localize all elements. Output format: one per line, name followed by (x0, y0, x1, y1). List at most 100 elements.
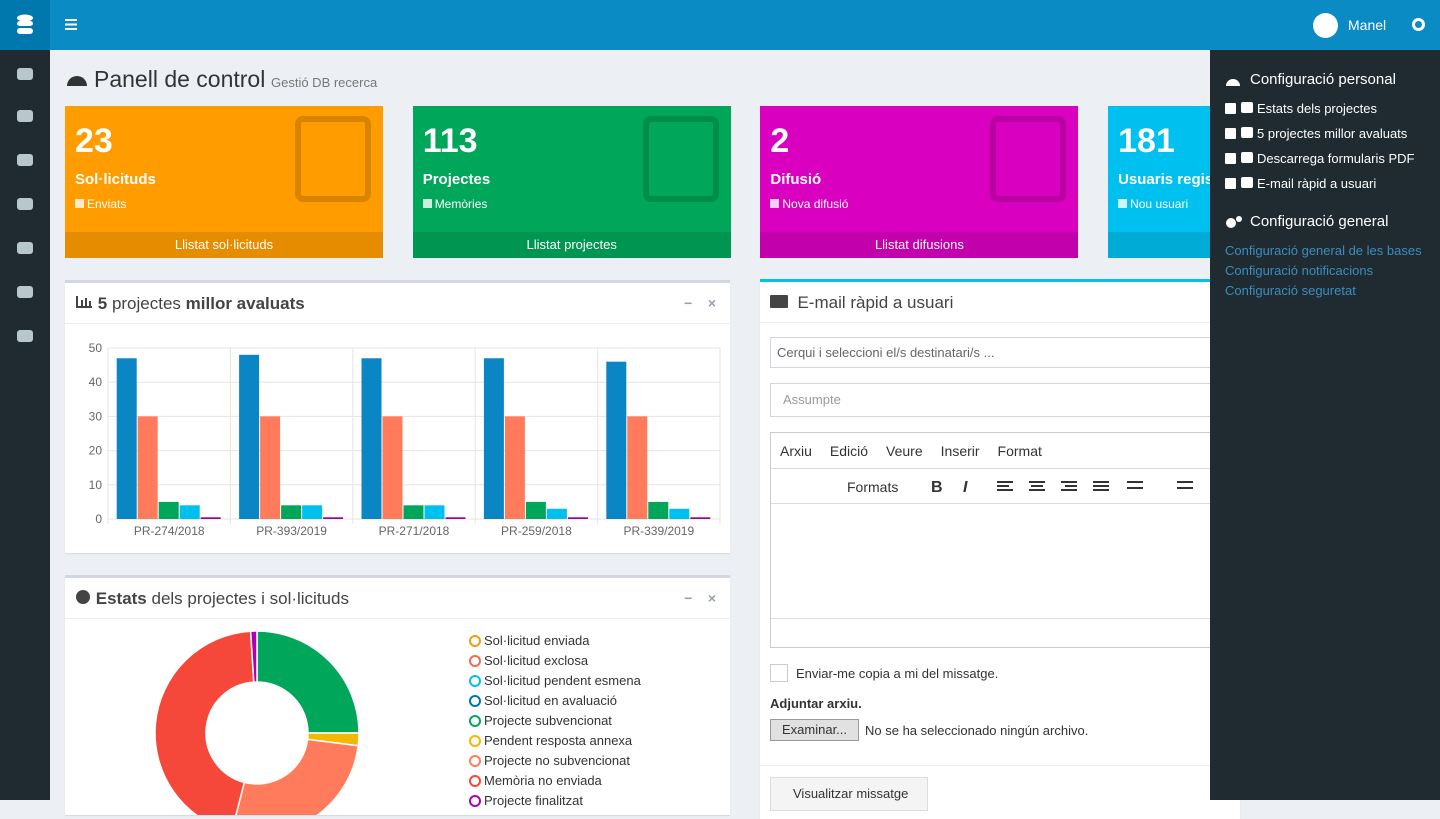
menu-toggle[interactable] (65, 19, 77, 30)
checkbox[interactable] (1225, 178, 1236, 189)
nav-icon[interactable] (17, 110, 33, 122)
subject-input[interactable]: Assumpte (770, 383, 1230, 417)
panel-tools[interactable]: − × (684, 590, 716, 606)
y-tick-label: 30 (89, 409, 103, 423)
setting-label: Estats dels projectes (1257, 101, 1377, 116)
title-part: 5 (97, 294, 108, 313)
x-tick-label: PR-274/2018 (134, 524, 205, 538)
copy-label: Enviar-me copia a mi del missatge. (796, 666, 999, 681)
bar (567, 517, 588, 519)
recipients-input[interactable]: Cerqui i seleccioni el/s destinatari/s .… (770, 337, 1230, 368)
y-tick-label: 20 (89, 444, 103, 458)
stat-subtitle[interactable]: Enviats (74, 197, 127, 211)
nav-icon[interactable] (17, 68, 33, 80)
bar (382, 416, 403, 519)
legend-marker (469, 695, 481, 707)
nav-icon[interactable] (17, 154, 33, 166)
browse-button[interactable]: Examinar... (770, 719, 859, 741)
settings-toggle[interactable] (1412, 18, 1425, 31)
logo-icon (17, 14, 33, 34)
legend-label: Sol·licitud pendent esmena (484, 673, 642, 688)
legend-label: Sol·licitud exclosa (484, 653, 589, 668)
y-tick-label: 10 (89, 478, 103, 492)
x-tick-label: PR-271/2018 (379, 524, 450, 538)
bar (627, 416, 648, 519)
avatar[interactable] (1313, 13, 1338, 38)
menu-item[interactable]: Veure (886, 443, 923, 459)
bar (424, 505, 445, 519)
bar (137, 416, 158, 519)
legend-marker (469, 775, 481, 787)
stat-title: Difusió (770, 171, 822, 188)
stat-subtitle[interactable]: Nou usuari (1118, 197, 1189, 211)
pie-icon (76, 590, 90, 604)
nav-icon[interactable] (17, 286, 33, 298)
stat-value: 181 (1118, 122, 1175, 160)
stat-icon (295, 116, 371, 202)
item-icon (1241, 102, 1253, 113)
section-title: Configuració general (1250, 213, 1389, 230)
legend-label: Projecte no subvencionat (484, 753, 630, 768)
menu-item[interactable]: Edició (829, 443, 869, 459)
nav-icon[interactable] (17, 198, 33, 210)
bar (504, 416, 525, 519)
formats-button[interactable]: Formats (847, 479, 899, 495)
setting-label: E-mail ràpid a usuari (1257, 176, 1377, 191)
section-icon (1226, 216, 1242, 228)
stat-box: 23 Sol·licituds Enviats Llistat sol·licitud… (65, 106, 383, 258)
title-part: Estats (95, 589, 147, 608)
dashboard-icon (67, 76, 87, 86)
bar (546, 508, 567, 519)
menu-item[interactable]: Format (997, 443, 1042, 459)
nav-icon[interactable] (17, 330, 33, 342)
logo[interactable] (0, 0, 50, 50)
page-subtitle: Gestió DB recerca (271, 75, 378, 90)
pie-slice (235, 738, 360, 815)
y-tick-label: 0 (95, 512, 102, 526)
bar (158, 501, 179, 519)
stat-subtitle[interactable]: Memòries (422, 197, 488, 211)
menu-item[interactable]: Inserir (940, 443, 980, 459)
panel-title: 5 projectes millor avaluats (75, 294, 305, 314)
checkbox[interactable] (1225, 153, 1236, 164)
no-file: No se ha seleccionado ningún archivo. (865, 723, 1089, 738)
item-icon (1241, 152, 1253, 163)
x-tick-label: PR-339/2019 (623, 524, 694, 538)
top-bar: Manel (0, 0, 1440, 50)
attach-label: Adjuntar arxiu. (770, 696, 862, 711)
y-tick-label: 50 (89, 341, 103, 355)
copy-checkbox[interactable] (770, 664, 788, 682)
email-panel: E-mail ràpid a usuari Cerqui i seleccion… (760, 279, 1240, 819)
svg-text:I: I (963, 479, 968, 495)
preview-button[interactable]: Visualitzar missatge (770, 777, 928, 811)
stat-subtitle[interactable]: Nova difusió (770, 197, 849, 211)
setting-link[interactable]: Configuració notificacions (1225, 263, 1374, 278)
checkbox[interactable] (1225, 103, 1236, 114)
stat-icon (642, 116, 719, 202)
setting-link[interactable]: Configuració seguretat (1225, 283, 1356, 298)
pie-slice (154, 630, 255, 815)
nav-icon[interactable] (17, 242, 33, 254)
setting-link[interactable]: Configuració general de les bases (1225, 243, 1422, 258)
legend-label: Projecte finalitzat (484, 793, 583, 808)
user-name[interactable]: Manel (1348, 17, 1387, 33)
checkbox[interactable] (1225, 128, 1236, 139)
stat-link[interactable]: Llistat sol·licituds (65, 232, 383, 258)
bar (648, 501, 669, 519)
stat-link[interactable]: Llistat projectes (412, 232, 731, 258)
y-tick-label: 40 (89, 375, 103, 389)
menu-item[interactable]: Arxiu (780, 443, 812, 459)
divider (760, 322, 1240, 323)
stat-icon (990, 116, 1067, 202)
legend-label: Sol·licitud enviada (484, 633, 590, 648)
chart-icon (76, 296, 92, 308)
setting-label: Descarrega formularis PDF (1257, 151, 1415, 166)
legend-label: Memòria no enviada (484, 773, 603, 788)
stat-link[interactable]: Llistat difusions (760, 232, 1079, 258)
bar (525, 501, 546, 519)
legend-marker (469, 675, 481, 687)
panel-tools[interactable]: − × (684, 295, 716, 311)
title-text: E-mail ràpid a usuari (797, 293, 954, 312)
